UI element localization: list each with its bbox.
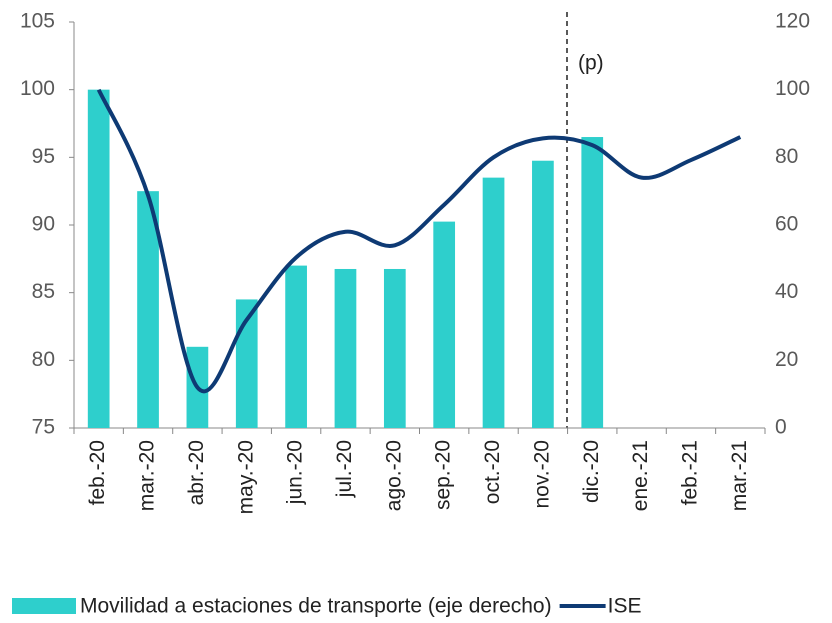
y2-tick-label: 20: [775, 348, 798, 371]
bar: [532, 160, 554, 428]
x-tick-label: jun.-20: [284, 440, 307, 505]
x-tick-label: oct.-20: [481, 440, 504, 504]
x-tick-label: feb.-21: [679, 440, 702, 505]
bar: [383, 268, 406, 428]
x-tick-label: nov.-20: [530, 440, 553, 509]
bar: [482, 177, 505, 428]
bar: [87, 89, 110, 429]
x-tick-label: mar.-20: [136, 440, 159, 511]
x-tick-label: may.-20: [234, 440, 257, 514]
y2-tick-label: 40: [775, 280, 798, 303]
annotation: (p): [578, 52, 604, 75]
y2-tick-label: 60: [775, 213, 798, 236]
x-tick-label: jul.-20: [333, 440, 356, 498]
bar: [137, 191, 159, 428]
y2-tick-label: 80: [775, 145, 798, 168]
x-tick-label: ago.-20: [382, 440, 405, 511]
y-tick-label: 95: [32, 145, 55, 168]
y-tick-label: 75: [32, 416, 55, 439]
y-tick-label: 105: [20, 10, 55, 33]
y-tick-label: 100: [20, 77, 55, 100]
bar: [581, 137, 604, 429]
legend-label: ISE: [608, 595, 642, 618]
y2-tick-label: 100: [775, 77, 810, 100]
y-tick-label: 90: [32, 213, 55, 236]
y-tick-label: 85: [32, 280, 55, 303]
y-tick-label: 80: [32, 348, 55, 371]
x-tick-label: ene.-21: [629, 440, 652, 511]
legend-label: Movilidad a estaciones de transporte (ej…: [80, 595, 552, 618]
bar: [285, 265, 307, 428]
legend-swatch: [12, 598, 76, 614]
bar: [433, 221, 456, 428]
x-tick-label: feb.-20: [86, 440, 109, 505]
y2-tick-label: 120: [775, 10, 810, 33]
x-tick-label: abr.-20: [185, 440, 208, 505]
x-tick-label: dic.-20: [580, 440, 603, 503]
line: [96, 88, 742, 394]
y2-tick-label: 0: [775, 416, 787, 439]
x-tick-label: mar.-21: [728, 440, 751, 511]
x-tick-label: sep.-20: [432, 440, 455, 510]
bar: [334, 268, 357, 428]
